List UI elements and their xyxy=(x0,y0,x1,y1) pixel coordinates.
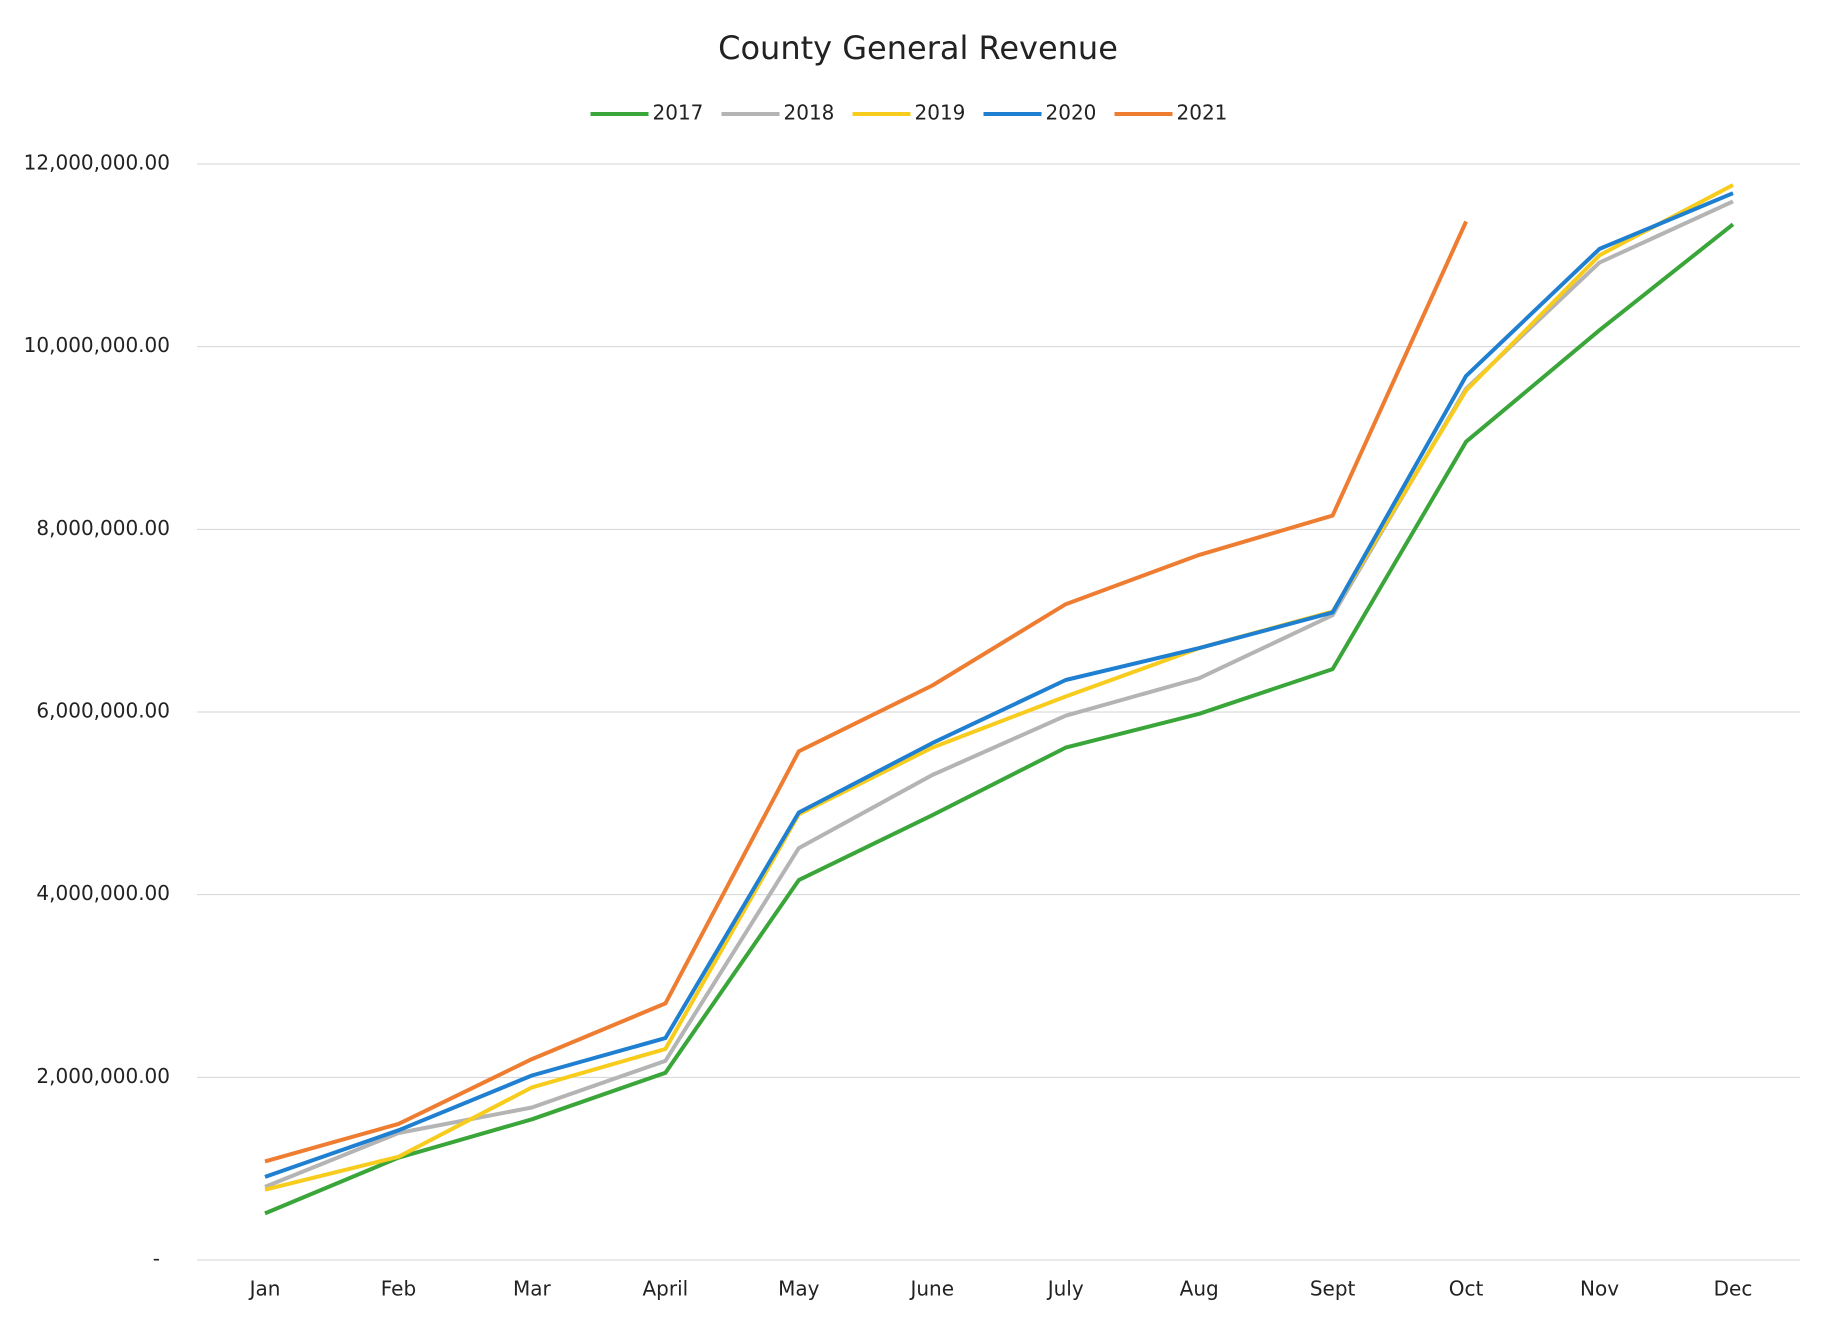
x-tick-label: Jan xyxy=(248,1277,281,1301)
legend-label: 2021 xyxy=(1177,101,1228,125)
y-tick-label: 10,000,000.00 xyxy=(24,333,170,357)
x-tick-label: Sept xyxy=(1310,1277,1356,1301)
x-tick-label: Oct xyxy=(1449,1277,1484,1301)
y-tick-label: 4,000,000.00 xyxy=(36,881,170,905)
x-tick-label: June xyxy=(908,1277,954,1301)
legend-label: 2019 xyxy=(915,101,966,125)
series-line xyxy=(264,222,1735,1216)
y-tick-label: 12,000,000.00 xyxy=(24,151,170,175)
x-tick-label: Nov xyxy=(1580,1277,1619,1301)
y-tick-label: 8,000,000.00 xyxy=(36,516,170,540)
x-tick-label: May xyxy=(778,1277,820,1301)
y-tick-label: 6,000,000.00 xyxy=(36,699,170,723)
x-tick-label: Aug xyxy=(1180,1277,1219,1301)
y-tick-label: 2,000,000.00 xyxy=(36,1064,170,1088)
x-tick-label: Mar xyxy=(513,1277,552,1301)
series-line xyxy=(264,220,1468,1164)
x-tick-label: April xyxy=(643,1277,689,1301)
chart-title: County General Revenue xyxy=(718,29,1118,67)
y-tick-label: - xyxy=(153,1247,160,1271)
x-tick-label: Dec xyxy=(1714,1277,1753,1301)
x-tick-label: July xyxy=(1046,1277,1084,1301)
legend-label: 2018 xyxy=(784,101,835,125)
series-line xyxy=(264,191,1734,1179)
series-line xyxy=(264,183,1734,1192)
x-tick-label: Feb xyxy=(381,1277,416,1301)
legend-label: 2017 xyxy=(653,101,704,125)
legend-label: 2020 xyxy=(1046,101,1097,125)
